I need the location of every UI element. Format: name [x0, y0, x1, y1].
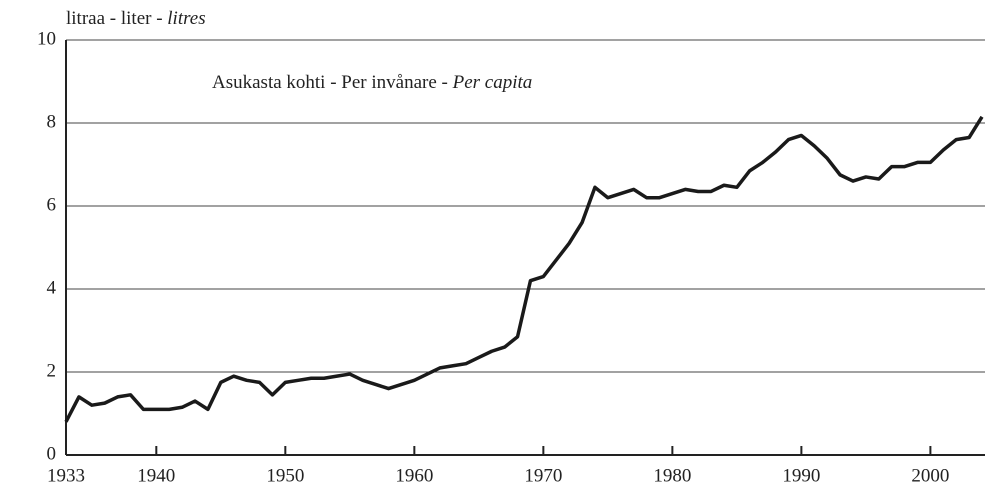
y-axis-label-part: litres [167, 8, 205, 29]
x-tick-label: 1990 [782, 465, 820, 486]
y-tick-label: 6 [47, 194, 57, 215]
annotation-part: Per capita [452, 72, 533, 93]
x-tick-label: 1960 [395, 465, 433, 486]
x-tick-label: 1933 [47, 465, 85, 486]
y-tick-label: 8 [47, 111, 57, 132]
annotation: Asukasta kohti - Per invånare - Per capi… [212, 72, 532, 93]
x-tick-label: 1980 [653, 465, 691, 486]
y-axis-label: litraa - liter - litres [66, 8, 206, 29]
x-tick-label: 1970 [524, 465, 562, 486]
y-axis-label-part: litraa - liter - [66, 8, 167, 29]
y-tick-label: 2 [47, 360, 57, 381]
x-tick-label: 1950 [266, 465, 304, 486]
y-tick-label: 0 [47, 443, 57, 464]
x-tick-label: 2000 [911, 465, 949, 486]
x-tick-label: 1940 [137, 465, 175, 486]
y-tick-label: 4 [47, 277, 57, 298]
data-line [64, 115, 984, 423]
annotation-part: Asukasta kohti - Per invånare - [212, 72, 453, 93]
y-tick-label: 10 [37, 28, 56, 49]
